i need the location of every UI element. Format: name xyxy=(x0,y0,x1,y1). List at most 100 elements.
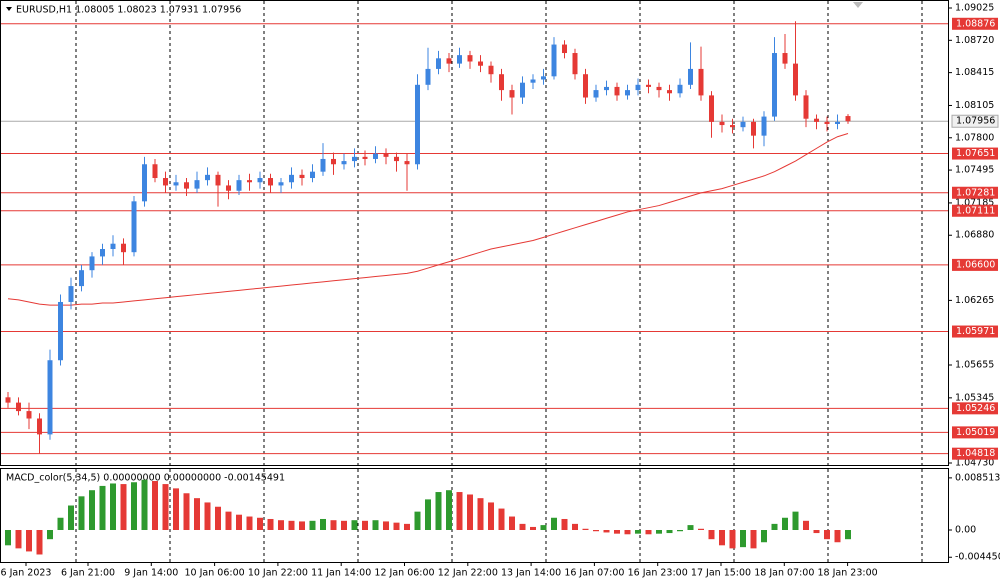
macd-bar xyxy=(551,517,557,530)
x-tick-label: 12 Jan 06:00 xyxy=(374,568,434,579)
macd-bar xyxy=(435,492,442,530)
candle-body xyxy=(16,402,21,412)
candle-body xyxy=(205,174,210,181)
candle-body xyxy=(226,185,231,191)
macd-bar xyxy=(750,530,757,549)
macd-bar xyxy=(194,498,200,530)
candle-body xyxy=(320,158,326,172)
macd-bar xyxy=(372,520,379,530)
x-tick-label: 13 Jan 14:00 xyxy=(501,568,561,579)
candle-body xyxy=(268,178,273,186)
macd-bar xyxy=(561,518,568,530)
macd-bar xyxy=(215,506,221,530)
y-tick-label: 1.05345 xyxy=(955,392,994,403)
macd-bar xyxy=(320,518,326,530)
macd-bar xyxy=(47,530,53,540)
y-tick-label: 1.09025 xyxy=(955,3,994,14)
candle-body xyxy=(194,180,200,189)
macd-bar xyxy=(467,494,473,530)
macd-bar xyxy=(456,492,463,530)
macd-bar xyxy=(708,530,715,540)
candle-body xyxy=(467,55,473,62)
y-tick-label: 0.0085131 xyxy=(955,472,1000,483)
candle-body xyxy=(520,82,525,98)
macd-bar xyxy=(351,520,358,530)
macd-bar xyxy=(330,520,337,530)
macd-bar xyxy=(761,530,767,543)
macd-bar xyxy=(57,517,64,530)
macd-bar xyxy=(173,488,179,530)
candle-body xyxy=(100,249,105,257)
macd-bar xyxy=(246,516,253,530)
candle-body xyxy=(583,74,588,98)
last-price-label: 1.07956 xyxy=(956,116,995,127)
candle-body xyxy=(79,270,84,287)
candle-body xyxy=(5,397,11,403)
candle-body xyxy=(404,161,410,165)
candle-body xyxy=(488,65,494,75)
candle-body xyxy=(310,171,315,179)
candle-body xyxy=(257,178,263,183)
level-tag xyxy=(952,147,998,160)
candle-body xyxy=(131,201,137,253)
candle-body xyxy=(782,53,788,64)
macd-bar xyxy=(414,511,421,530)
level-label: 1.05019 xyxy=(956,427,995,438)
candle-body xyxy=(593,90,599,98)
price-panel xyxy=(0,0,949,466)
x-tick-label: 16 Jan 07:00 xyxy=(564,568,624,579)
x-tick-label: 10 Jan 06:00 xyxy=(185,568,245,579)
candle-body xyxy=(152,164,158,179)
macd-bar xyxy=(110,483,116,530)
macd-bar xyxy=(425,499,431,530)
macd-bar xyxy=(225,511,232,530)
macd-panel xyxy=(0,468,949,563)
candle-body xyxy=(793,63,798,96)
macd-bar xyxy=(446,490,452,530)
macd-bar xyxy=(834,530,841,543)
candle-body xyxy=(247,180,252,183)
level-tag xyxy=(952,258,998,271)
macd-bar xyxy=(362,520,368,530)
macd-bar xyxy=(698,528,704,530)
level-tag xyxy=(952,186,998,199)
macd-bar xyxy=(288,520,295,530)
macd-bar xyxy=(15,530,22,549)
level-label: 1.07111 xyxy=(956,205,995,216)
macd-bar xyxy=(141,479,148,530)
macd-bar xyxy=(645,530,652,535)
level-tag xyxy=(952,426,998,439)
candle-body xyxy=(562,44,567,54)
y-tick-label: 1.07495 xyxy=(955,165,994,176)
candle-body xyxy=(215,174,221,186)
candle-body xyxy=(163,178,168,186)
candle-body xyxy=(499,74,504,91)
macd-bar xyxy=(498,508,505,530)
candle-body xyxy=(289,174,294,183)
x-tick-label: 6 Jan 2023 xyxy=(1,568,52,579)
macd-bar xyxy=(582,528,589,530)
macd-bar xyxy=(299,521,305,530)
y-tick-label: 1.08415 xyxy=(955,67,994,78)
macd-bar xyxy=(687,525,694,530)
candle-body xyxy=(68,286,74,302)
level-label: 1.05971 xyxy=(956,326,995,337)
macd-bar xyxy=(666,530,673,534)
level-tag xyxy=(952,204,998,217)
candle-body xyxy=(37,418,42,435)
candle-body xyxy=(614,86,620,96)
y-tick-label: 1.07185 xyxy=(955,197,994,208)
level-label: 1.05246 xyxy=(956,403,995,414)
candle-body xyxy=(383,153,389,157)
macd-bar xyxy=(656,530,662,534)
macd-bar xyxy=(162,484,169,530)
macd-bar xyxy=(99,485,106,530)
candle-body xyxy=(709,95,714,122)
macd-bar xyxy=(624,530,631,535)
level-tag xyxy=(952,325,998,338)
macd-bar xyxy=(792,511,799,530)
macd-bar xyxy=(771,523,778,530)
candle-body xyxy=(730,125,735,128)
candle-body xyxy=(667,90,672,94)
macd-bar xyxy=(813,530,820,534)
